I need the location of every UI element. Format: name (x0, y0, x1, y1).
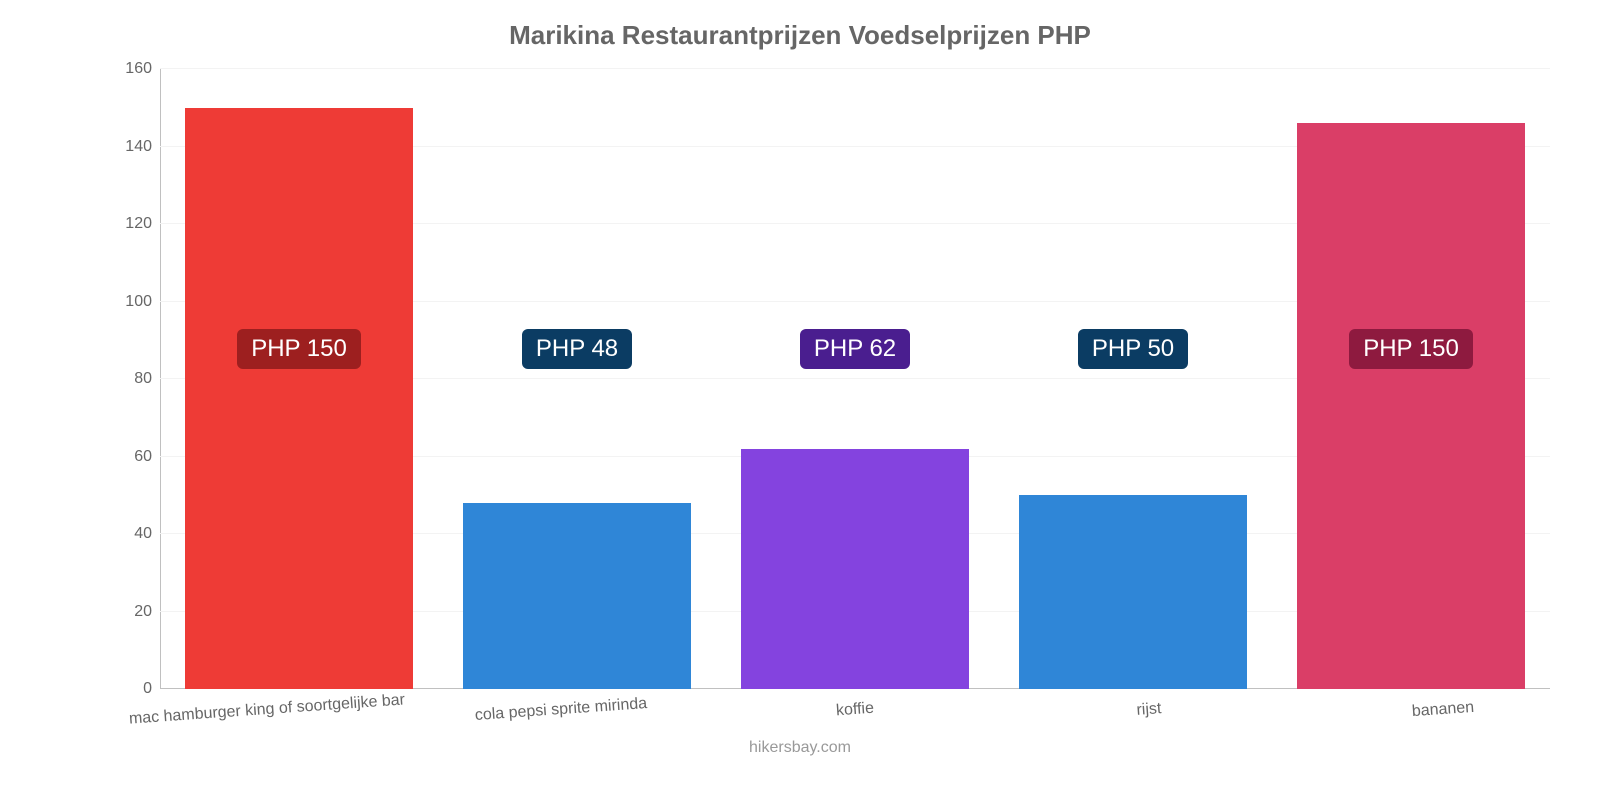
value-badge-wrap: PHP 150 (1272, 329, 1550, 369)
value-badge: PHP 50 (1078, 329, 1188, 369)
bar-slot: PHP 150 (1272, 69, 1550, 689)
y-tick-label: 140 (32, 138, 152, 156)
x-axis-labels: mac hamburger king of soortgelijke barco… (120, 701, 1590, 719)
y-tick-label: 40 (32, 525, 152, 543)
y-axis: 020406080100120140160 (40, 69, 160, 689)
value-badge-wrap: PHP 48 (438, 329, 716, 369)
value-badge: PHP 62 (800, 329, 910, 369)
y-tick-label: 160 (32, 60, 152, 78)
plot-area: 020406080100120140160 PHP 150 PHP 48 PHP 6… (40, 69, 1560, 689)
bar-slot: PHP 62 (716, 69, 994, 689)
bar (741, 449, 969, 689)
y-tick-label: 120 (32, 215, 152, 233)
chart-title: Marikina Restaurantprijzen Voedselprijze… (40, 20, 1560, 51)
bar-slot: PHP 50 (994, 69, 1272, 689)
value-badge: PHP 150 (1349, 329, 1473, 369)
bar-slot: PHP 48 (438, 69, 716, 689)
bar (1019, 495, 1247, 689)
bar (463, 503, 691, 689)
y-tick-label: 100 (32, 293, 152, 311)
value-badge: PHP 150 (237, 329, 361, 369)
value-badge-wrap: PHP 62 (716, 329, 994, 369)
y-tick-label: 0 (32, 680, 152, 698)
y-tick-label: 20 (32, 603, 152, 621)
chart-container: Marikina Restaurantprijzen Voedselprijze… (0, 0, 1600, 800)
bars-group: PHP 150 PHP 48 PHP 62 PHP 50 PHP 150 (160, 69, 1550, 689)
x-tick-label: koffie (708, 691, 1003, 729)
x-tick-label: rijst (1002, 691, 1297, 729)
y-tick-label: 80 (32, 370, 152, 388)
attribution-text: hikersbay.com (0, 739, 1600, 757)
bar (1297, 123, 1525, 689)
value-badge: PHP 48 (522, 329, 632, 369)
y-tick-label: 60 (32, 448, 152, 466)
bar-slot: PHP 150 (160, 69, 438, 689)
value-badge-wrap: PHP 50 (994, 329, 1272, 369)
x-tick-label: cola pepsi sprite mirinda (414, 691, 709, 729)
x-tick-label: mac hamburger king of soortgelijke bar (120, 691, 415, 729)
bar (185, 108, 413, 689)
value-badge-wrap: PHP 150 (160, 329, 438, 369)
x-tick-label: bananen (1296, 691, 1591, 729)
